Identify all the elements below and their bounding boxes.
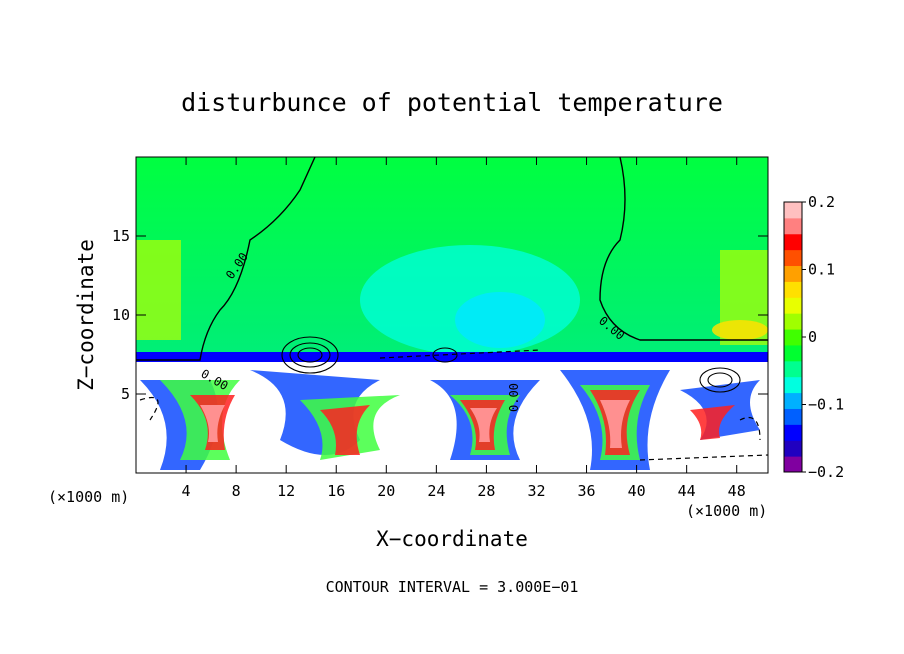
- colorbar-swatch: [784, 344, 802, 362]
- plot-field: [136, 157, 768, 473]
- y-tick-label: 15: [112, 227, 130, 245]
- y-tick-label: 10: [112, 306, 130, 324]
- x-tick-label: 8: [232, 482, 241, 500]
- x-tick-label: 20: [377, 482, 395, 500]
- colorbar-tick-label: 0.1: [808, 261, 835, 279]
- y-axis-title: Z−coordinate: [74, 239, 98, 391]
- colorbar-swatch: [784, 313, 802, 330]
- contour-label-3: 0.00: [507, 383, 521, 412]
- colorbar-tick-label: −0.2: [808, 463, 844, 481]
- chart-title: disturbunce of potential temperature: [181, 88, 723, 117]
- colorbar-swatch: [784, 456, 802, 473]
- x-tick-label: 40: [628, 482, 646, 500]
- colorbar-swatch: [784, 392, 802, 409]
- colorbar-swatch: [784, 329, 802, 346]
- colorbar-swatch: [784, 265, 802, 282]
- colorbar-swatch: [784, 360, 802, 378]
- colorbar-swatch: [784, 424, 802, 441]
- x-axis: 4 8 12 16 20 24 28 32 36 40 44 48: [182, 157, 746, 500]
- colorbar-swatch: [784, 217, 802, 235]
- y-axis: 5 10 15: [112, 227, 768, 403]
- colorbar-swatch: [784, 408, 802, 425]
- colorbar-swatch: [784, 376, 802, 394]
- colorbar-tick-label: 0.2: [808, 193, 835, 211]
- colorbar-swatch: [784, 440, 802, 457]
- x-tick-label: 28: [477, 482, 495, 500]
- contour-cluster: [281, 336, 741, 393]
- y-tick-label: 5: [121, 385, 130, 403]
- contour-interval-note: CONTOUR INTERVAL = 3.000E−01: [326, 578, 579, 596]
- colorbar: 0.2 0.1 0 −0.1 −0.2: [783, 193, 844, 481]
- lower-green-structures: [160, 380, 650, 460]
- x-tick-label: 12: [277, 482, 295, 500]
- x-tick-label: 4: [182, 482, 191, 500]
- cyan-core: [455, 292, 545, 348]
- x-unit-label-right: (×1000 m): [686, 502, 767, 520]
- x-tick-label: 16: [327, 482, 345, 500]
- x-axis-title: X−coordinate: [376, 527, 528, 551]
- colorbar-swatch: [784, 281, 802, 298]
- x-tick-label: 36: [578, 482, 596, 500]
- yellow-patch: [712, 320, 768, 340]
- x-tick-label: 48: [728, 482, 746, 500]
- colorbar-swatch: [784, 233, 802, 251]
- colorbar-swatch: [784, 249, 802, 267]
- zero-contour: [136, 157, 768, 361]
- left-warm-edge: [136, 240, 181, 340]
- colorbar-swatch: [784, 297, 802, 314]
- blue-band: [136, 352, 768, 362]
- dashed-contours: [139, 349, 768, 461]
- x-unit-label: (×1000 m): [48, 488, 129, 506]
- x-tick-label: 44: [678, 482, 696, 500]
- colorbar-swatch: [784, 202, 802, 219]
- x-tick-label: 32: [527, 482, 545, 500]
- colorbar-tick-label: −0.1: [808, 396, 844, 414]
- colorbar-tick-label: 0: [808, 328, 817, 346]
- x-tick-label: 24: [427, 482, 445, 500]
- lower-red-structures: [190, 390, 735, 455]
